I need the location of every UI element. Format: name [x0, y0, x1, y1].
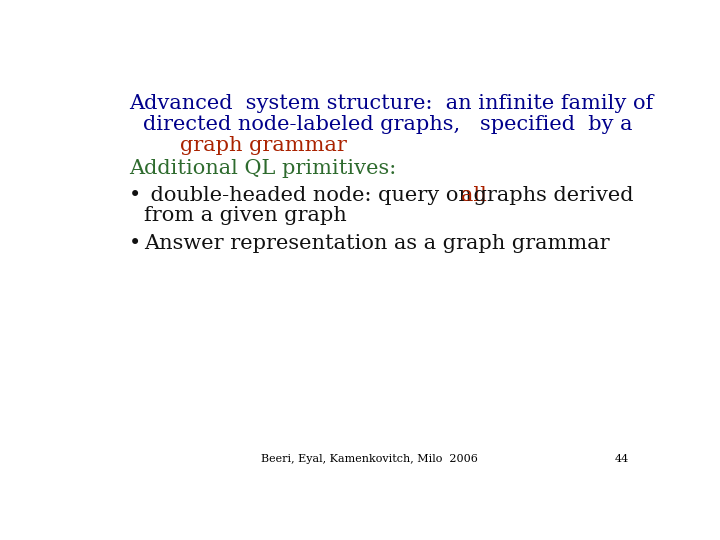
Text: •: • [129, 234, 141, 253]
Text: Beeri, Eyal, Kamenkovitch, Milo  2006: Beeri, Eyal, Kamenkovitch, Milo 2006 [261, 454, 477, 464]
Text: all: all [461, 186, 487, 205]
Text: double-headed node: query on: double-headed node: query on [144, 186, 479, 205]
Text: graphs derived: graphs derived [467, 186, 634, 205]
Text: Additional QL primitives:: Additional QL primitives: [129, 159, 396, 178]
Text: directed node-labeled graphs,   specified  by a: directed node-labeled graphs, specified … [143, 115, 632, 134]
Text: Advanced  system structure:  an infinite family of: Advanced system structure: an infinite f… [129, 94, 653, 113]
Text: •: • [129, 186, 141, 205]
Text: Answer representation as a graph grammar: Answer representation as a graph grammar [144, 234, 610, 253]
Text: 44: 44 [614, 454, 629, 464]
Text: from a given graph: from a given graph [144, 206, 347, 226]
Text: graph grammar: graph grammar [180, 136, 347, 154]
